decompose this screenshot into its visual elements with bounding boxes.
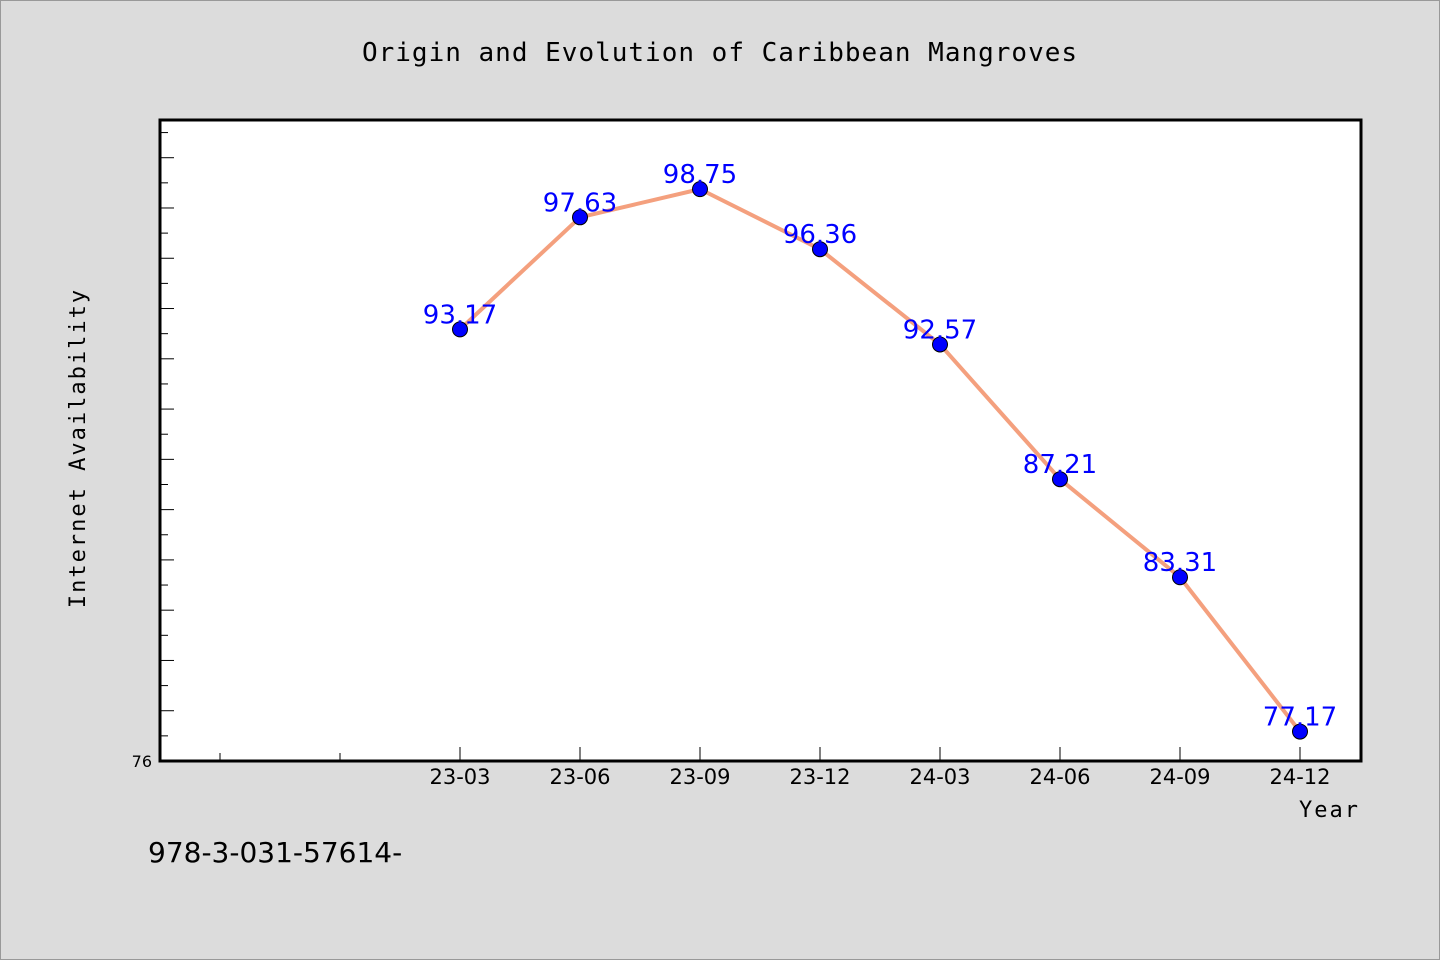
data-point — [932, 336, 948, 353]
data-point — [1052, 471, 1068, 488]
data-point — [1172, 569, 1188, 586]
y-tick-label: 76 — [132, 752, 152, 771]
data-point — [572, 209, 588, 226]
data-point — [692, 181, 708, 198]
data-point — [452, 321, 468, 338]
series-markers — [452, 181, 1308, 740]
x-tick-label: 23-09 — [669, 765, 730, 789]
y-axis-label: Internet Availability — [66, 288, 91, 608]
y-axis-ticks: 76 — [132, 132, 174, 771]
data-label: 96.36 — [783, 220, 857, 250]
plot-area — [158, 118, 1363, 763]
data-point — [812, 241, 828, 258]
data-label: 77.17 — [1263, 703, 1337, 733]
data-label: 87.21 — [1023, 450, 1097, 480]
x-tick-label: 23-03 — [429, 765, 490, 789]
x-axis-ticks: 23-03 23-06 23-09 23-12 24-03 24-06 24-09 24-12 — [219, 747, 1331, 789]
x-tick-label: 23-06 — [549, 765, 610, 789]
x-tick-label: 23-12 — [789, 765, 850, 789]
data-label: 93.17 — [423, 300, 497, 330]
x-tick-label: 24-12 — [1269, 765, 1330, 789]
chart-title: Origin and Evolution of Caribbean Mangro… — [362, 38, 1078, 68]
data-label: 92.57 — [903, 315, 977, 345]
data-label: 98.75 — [663, 160, 737, 190]
data-label: 83.31 — [1143, 548, 1217, 578]
data-label: 97.63 — [543, 188, 617, 218]
x-tick-label: 24-06 — [1029, 765, 1090, 789]
series-line — [458, 187, 1302, 733]
data-labels: 93.17 97.63 98.75 96.36 92.57 87.21 83.31 77.17 — [423, 160, 1337, 732]
x-axis-label: Year — [1299, 798, 1360, 823]
footer-text: 978-3-031-57614- — [148, 836, 402, 869]
data-point — [1292, 723, 1308, 740]
x-tick-label: 24-09 — [1149, 765, 1210, 789]
series-polyline — [458, 187, 1302, 733]
x-tick-label: 24-03 — [909, 765, 970, 789]
